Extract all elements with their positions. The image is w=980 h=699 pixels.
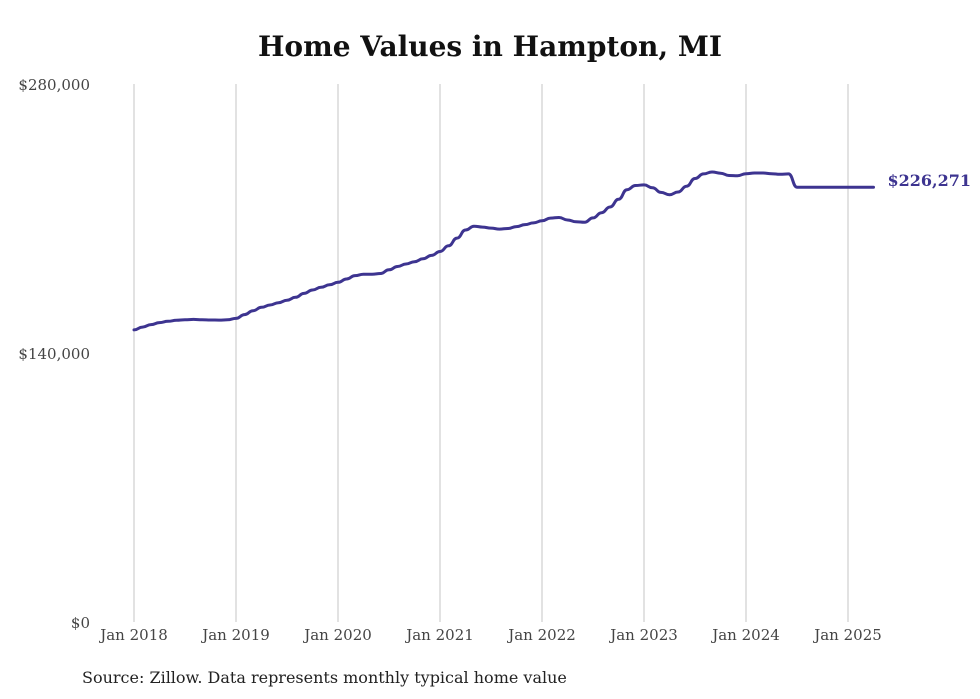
gridlines (133, 84, 849, 622)
x-tick-label: Jan 2022 (506, 626, 576, 644)
source-note: Source: Zillow. Data represents monthly … (82, 668, 567, 687)
x-tick-label: Jan 2021 (404, 626, 474, 644)
series-layer: $226,271 (132, 170, 972, 332)
y-tick-label: $140,000 (18, 345, 90, 363)
x-tick-label: Jan 2018 (98, 626, 168, 644)
end-value-label: $226,271 (888, 171, 972, 190)
x-tick-label: Jan 2024 (710, 626, 780, 644)
x-tick-label: Jan 2019 (200, 626, 270, 644)
x-tick-label: Jan 2025 (812, 626, 882, 644)
x-tick-label: Jan 2020 (302, 626, 372, 644)
x-axis: Jan 2018 Jan 2019 Jan 2020 Jan 2021 Jan 2022… (98, 626, 882, 644)
y-axis: $0 $140,000 $280,000 (18, 76, 90, 632)
y-tick-label: $0 (71, 614, 90, 632)
y-tick-label: $280,000 (18, 76, 90, 94)
x-tick-label: Jan 2023 (608, 626, 678, 644)
series-line (132, 170, 875, 332)
chart-title: Home Values in Hampton, MI (257, 30, 723, 63)
